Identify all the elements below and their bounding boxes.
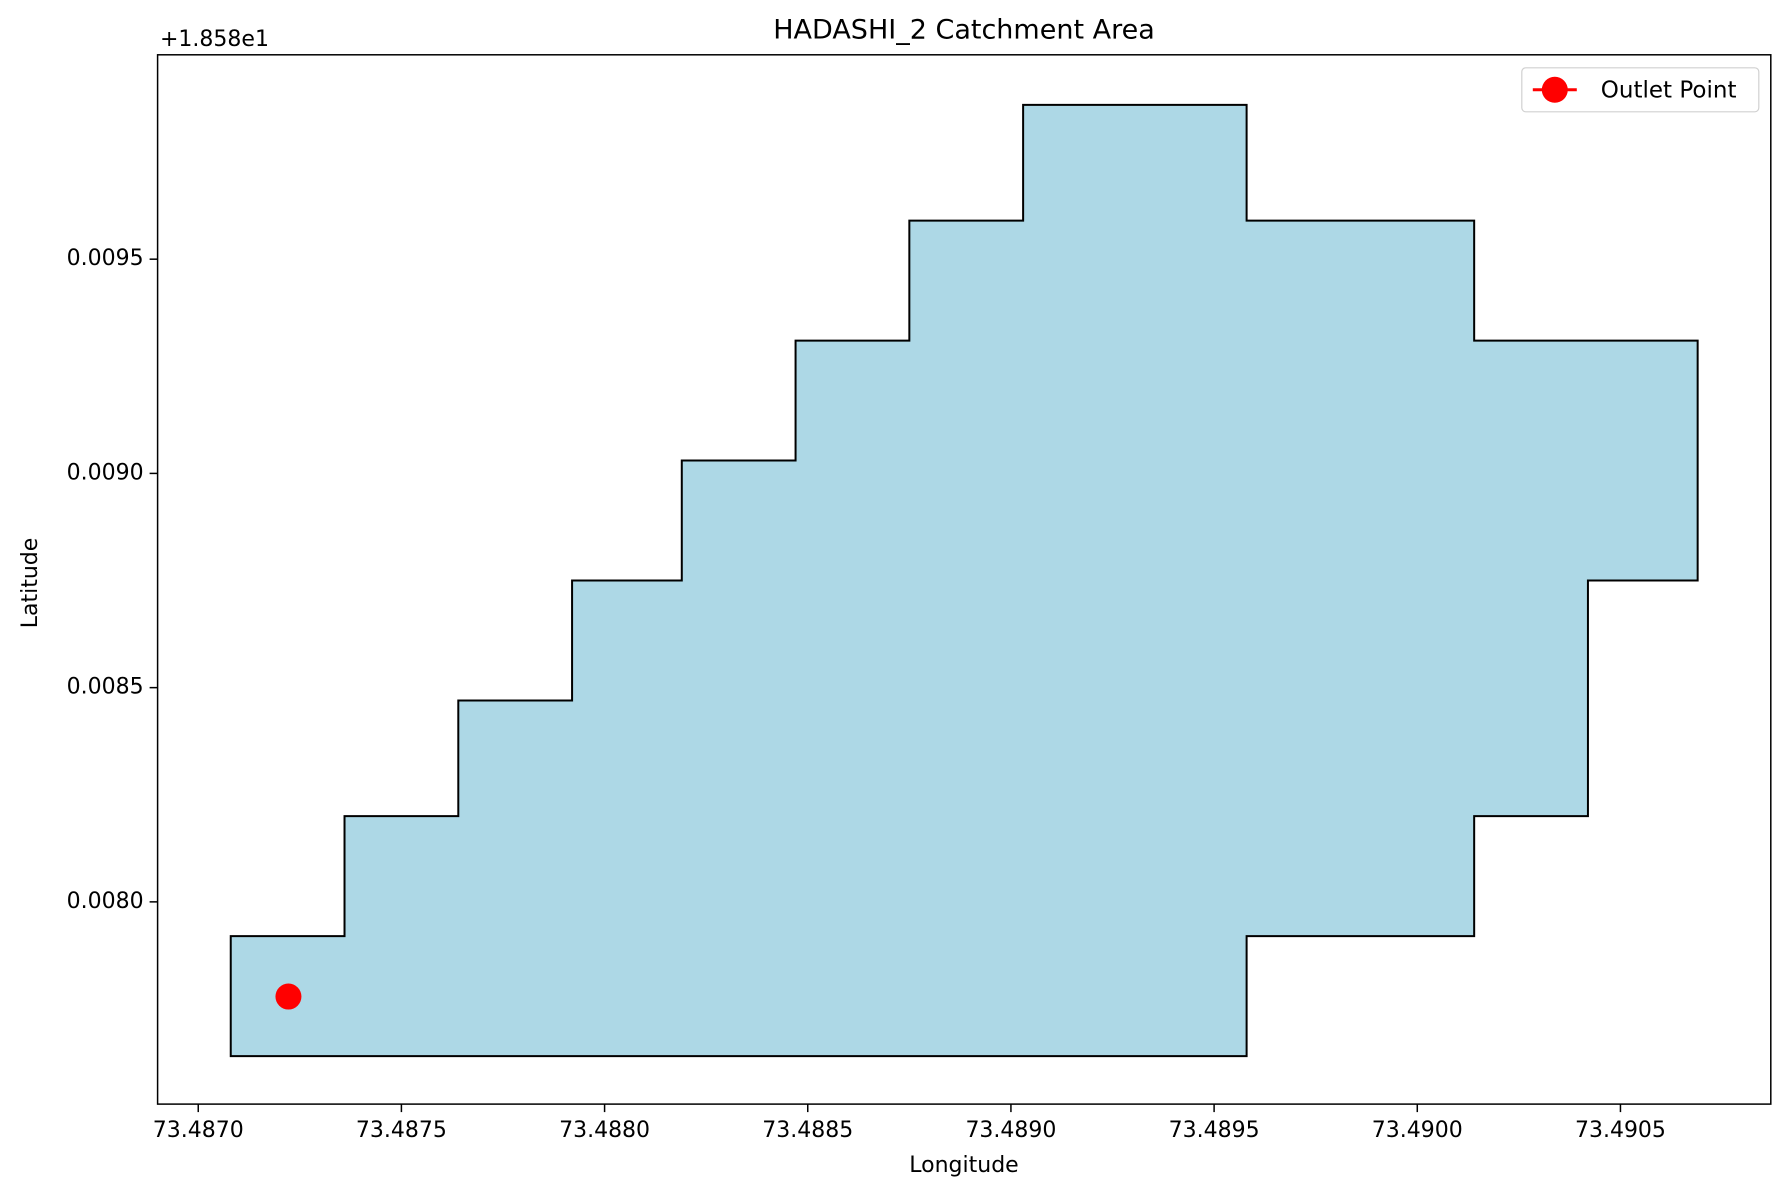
y-offset-label: +1.858e1 (160, 27, 269, 52)
legend-box (1521, 67, 1760, 113)
x-tick-label: 73.4895 (1169, 1118, 1260, 1143)
plot-frame (156, 54, 1772, 1105)
x-axis-label: Longitude (909, 1153, 1018, 1178)
x-tick-label: 73.4905 (1575, 1118, 1666, 1143)
x-tick-label: 73.4900 (1372, 1118, 1463, 1143)
y-tick-label: 0.0090 (67, 460, 144, 485)
legend-marker (1541, 76, 1568, 103)
x-tick-label: 73.4890 (965, 1118, 1056, 1143)
y-tick-label: 0.0085 (67, 675, 144, 700)
y-axis-label: Latitude (18, 538, 43, 629)
y-tick-label: 0.0095 (67, 246, 144, 271)
legend-label: Outlet Point (1601, 77, 1737, 103)
outlet-point (275, 983, 302, 1010)
x-tick-label: 73.4870 (153, 1118, 244, 1143)
chart-title: HADASHI_2 Catchment Area (773, 15, 1155, 46)
x-tick-label: 73.4880 (559, 1118, 650, 1143)
catchment-polygon (229, 103, 1699, 1058)
y-tick-label: 0.0080 (67, 889, 144, 914)
x-tick-label: 73.4885 (762, 1118, 853, 1143)
x-tick-label: 73.4875 (356, 1118, 447, 1143)
